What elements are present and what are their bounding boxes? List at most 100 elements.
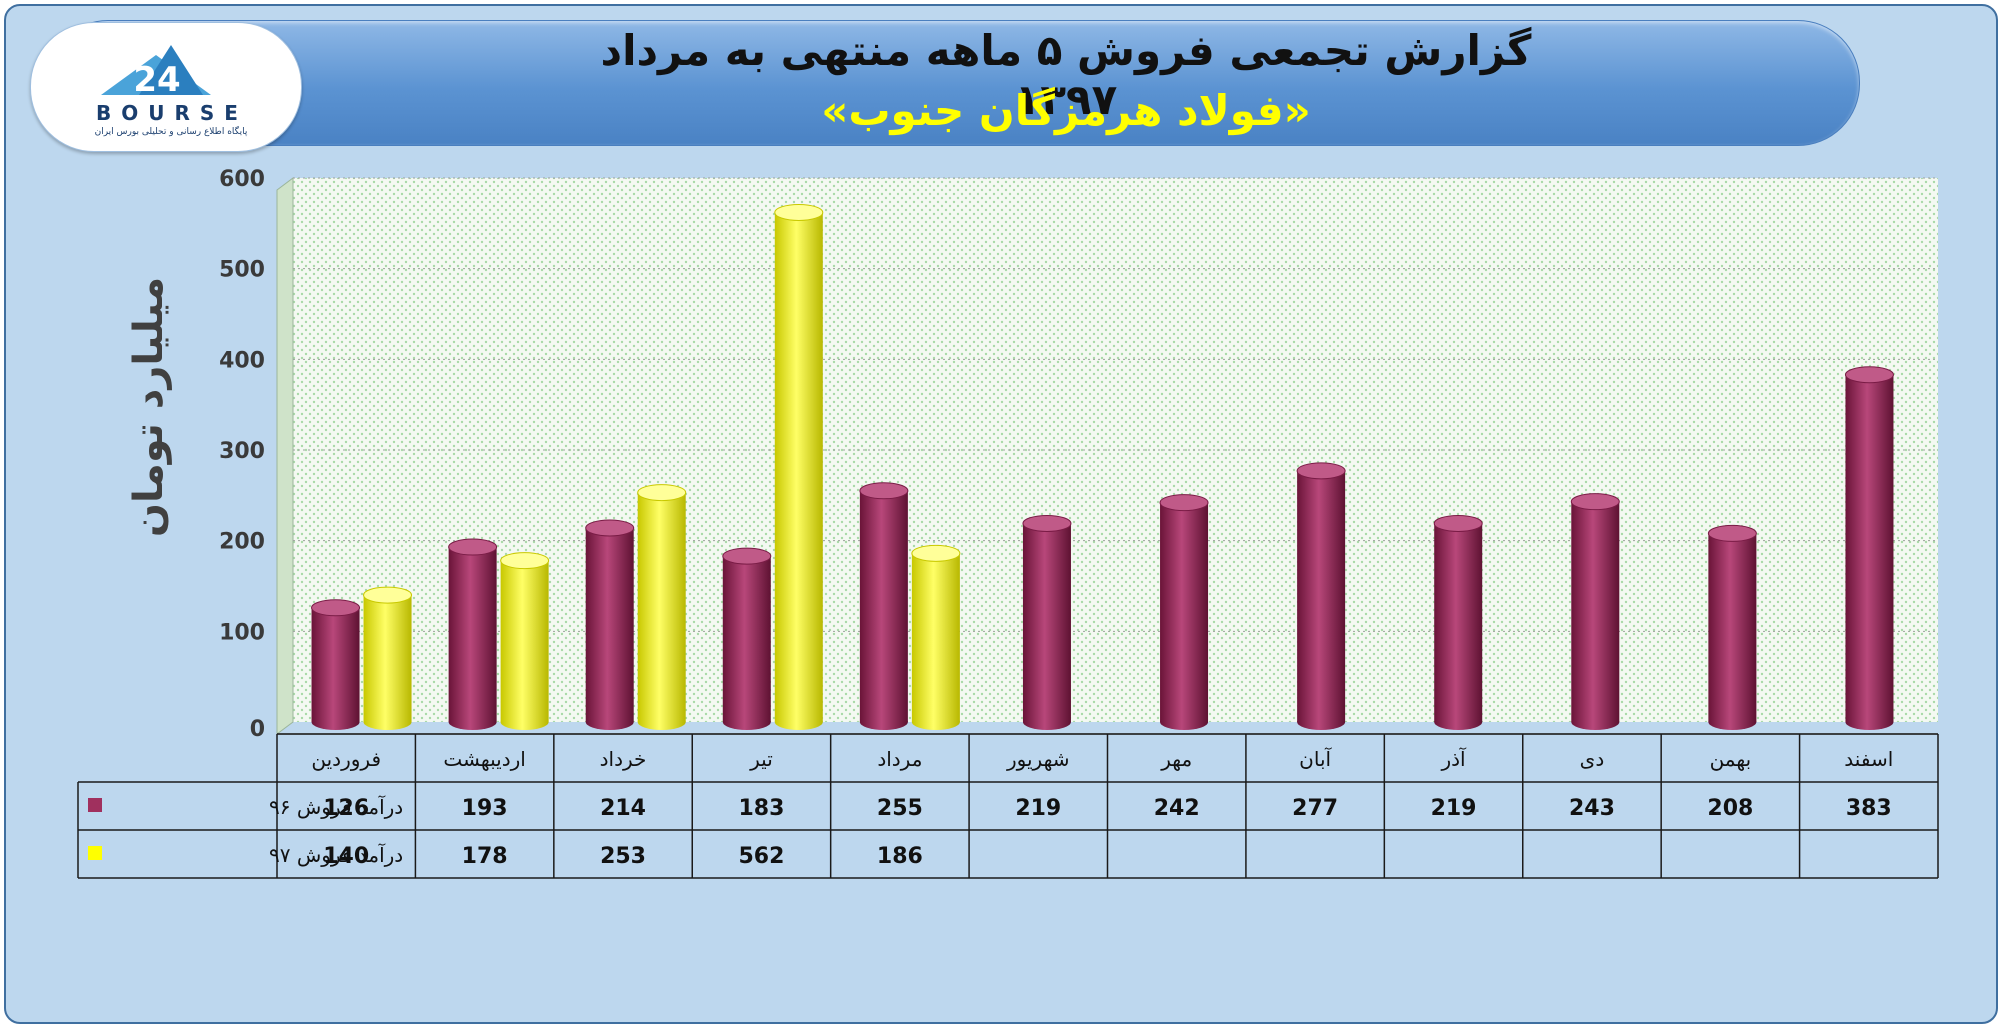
x-tick-label: تیر bbox=[749, 747, 773, 771]
x-tick-label: آذر bbox=[1440, 746, 1467, 771]
bar bbox=[1570, 493, 1620, 730]
bars bbox=[311, 203, 1894, 730]
bar bbox=[1844, 366, 1894, 730]
x-tick-label: مهر bbox=[1160, 747, 1192, 771]
bar-top bbox=[363, 586, 413, 604]
bar bbox=[1159, 494, 1209, 730]
legend-swatch bbox=[88, 798, 102, 812]
bar-top bbox=[500, 552, 550, 570]
data-label: 562 bbox=[738, 844, 784, 869]
data-label: 219 bbox=[1431, 796, 1477, 821]
y-tick-label: 500 bbox=[219, 258, 265, 283]
data-label: 183 bbox=[738, 796, 784, 821]
bar-body bbox=[1160, 502, 1209, 722]
bar-base bbox=[722, 714, 771, 730]
bar-body bbox=[859, 490, 908, 722]
x-tick-label: آبان bbox=[1299, 746, 1332, 771]
chart-subtitle: «فولاد هرمزگان جنوب» bbox=[821, 86, 1311, 135]
data-label: 253 bbox=[600, 844, 646, 869]
data-table: فروردین اردیبهشت خرداد تیر مرداد شهریور مهر آبا… bbox=[77, 733, 1939, 879]
bar-top bbox=[911, 544, 961, 562]
y-tick-label: 0 bbox=[250, 717, 265, 742]
bar-base bbox=[637, 714, 686, 730]
bar-body bbox=[1708, 533, 1757, 722]
title-banner bbox=[46, 20, 1860, 146]
bar-top bbox=[1022, 514, 1072, 532]
data-label: 219 bbox=[1015, 796, 1061, 821]
bar-base bbox=[585, 714, 634, 730]
bar-body bbox=[1434, 523, 1483, 722]
bar-top bbox=[722, 547, 772, 565]
legend-label: درآمد فروش ۹۷ bbox=[269, 842, 403, 867]
bar-body bbox=[1845, 374, 1894, 722]
plot-side-wall bbox=[276, 177, 294, 735]
bar bbox=[1707, 524, 1757, 730]
bar-top bbox=[1570, 493, 1620, 511]
bar-body bbox=[500, 560, 549, 722]
bar bbox=[1022, 514, 1072, 730]
bar bbox=[637, 484, 687, 730]
bar bbox=[1433, 514, 1483, 730]
bar-top bbox=[585, 519, 635, 537]
bar-body bbox=[774, 212, 823, 722]
bar-base bbox=[774, 714, 823, 730]
bar-body bbox=[448, 547, 497, 722]
bar-base bbox=[1160, 714, 1209, 730]
bar-top bbox=[448, 538, 498, 556]
bar bbox=[859, 482, 909, 730]
data-label: 193 bbox=[462, 796, 508, 821]
bar-base bbox=[911, 714, 960, 730]
bar-body bbox=[911, 553, 960, 722]
bar-body bbox=[311, 607, 360, 722]
bar-top bbox=[1159, 494, 1209, 512]
bar-base bbox=[1022, 714, 1071, 730]
bar-base bbox=[448, 714, 497, 730]
gridlines bbox=[293, 177, 1938, 632]
y-axis: 0 100 200 300 400 500 600 bbox=[219, 167, 265, 742]
bar-body bbox=[1571, 501, 1620, 722]
y-tick-label: 600 bbox=[219, 167, 265, 192]
bar-base bbox=[500, 714, 549, 730]
bar-base bbox=[311, 714, 360, 730]
data-label: 242 bbox=[1154, 796, 1200, 821]
bar-base bbox=[859, 714, 908, 730]
x-tick-label: اسفند bbox=[1844, 747, 1893, 771]
x-tick-label: اردیبهشت bbox=[443, 747, 525, 771]
bar bbox=[448, 538, 498, 730]
bar-top bbox=[1707, 524, 1757, 542]
legend-swatch bbox=[88, 846, 102, 860]
logo-wordmark: BOURSE bbox=[96, 101, 248, 125]
data-label: 186 bbox=[877, 844, 923, 869]
y-tick-label: 100 bbox=[219, 620, 265, 645]
bar-base bbox=[363, 714, 412, 730]
bar-base bbox=[1571, 714, 1620, 730]
data-label: 178 bbox=[462, 844, 508, 869]
bar bbox=[500, 552, 550, 730]
bourse-logo: 24 BOURSE پایگاه اطلاع رسانی و تحلیلی بو… bbox=[30, 22, 302, 152]
bar-top bbox=[637, 484, 687, 502]
bar-base bbox=[1708, 714, 1757, 730]
chart-title: گزارش تجمعی فروش ۵ ماهه منتهی به مرداد ۱… bbox=[600, 26, 1532, 124]
bar bbox=[311, 599, 361, 730]
bar-body bbox=[1297, 470, 1346, 722]
y-tick-label: 400 bbox=[219, 348, 265, 373]
bar-top bbox=[859, 482, 909, 500]
x-tick-label: بهمن bbox=[1710, 747, 1752, 771]
bar bbox=[1296, 462, 1346, 730]
data-label: 140 bbox=[323, 844, 369, 869]
data-label: 383 bbox=[1846, 796, 1892, 821]
bar-top bbox=[1433, 514, 1483, 532]
x-tick-label: مرداد bbox=[877, 747, 922, 771]
bar-body bbox=[722, 556, 771, 722]
x-tick-label: فروردین bbox=[311, 747, 381, 771]
data-label: 208 bbox=[1707, 796, 1753, 821]
bar bbox=[585, 519, 635, 730]
bar bbox=[363, 586, 413, 730]
bar-top bbox=[1296, 462, 1346, 480]
bar-base bbox=[1297, 714, 1346, 730]
bar-top bbox=[774, 203, 824, 221]
x-tick-label: شهریور bbox=[1006, 747, 1070, 771]
logo-mark-icon: 24 bbox=[101, 45, 211, 100]
bar-body bbox=[585, 527, 634, 722]
